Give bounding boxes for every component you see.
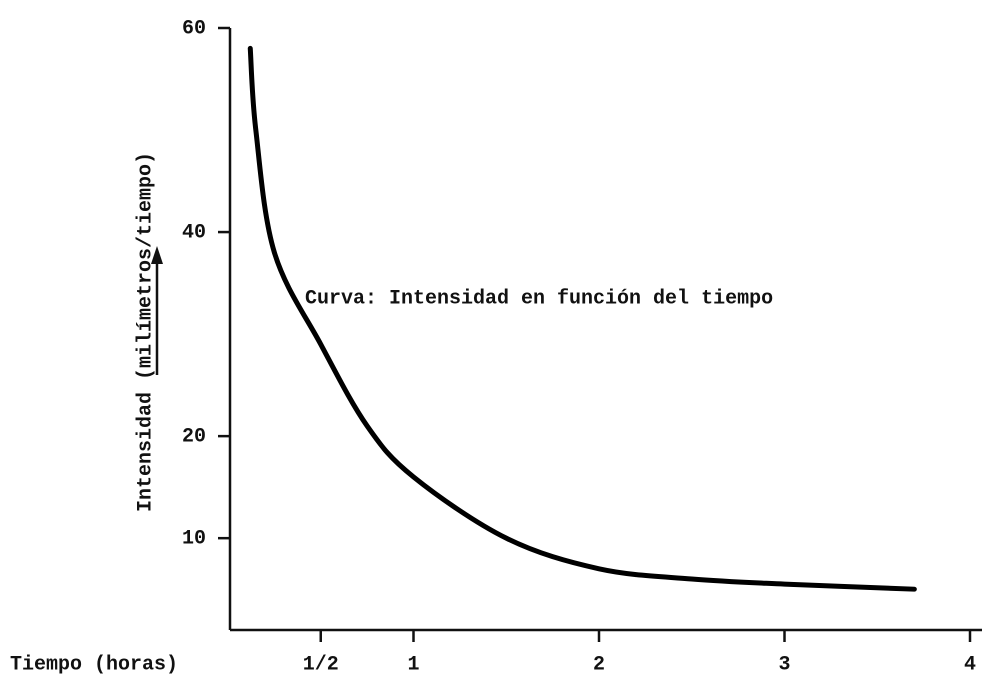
x-tick-label: 1/2 (303, 653, 339, 676)
curve (247, 45, 917, 592)
y-axis-label: Intensidad (milímetros/tiempo) (134, 152, 157, 512)
y-tick-label: 10 (182, 527, 206, 550)
y-tick-label: 40 (182, 221, 206, 244)
arrow-head (151, 246, 163, 264)
x-tick-label: 3 (778, 653, 790, 676)
x-axis-label: Tiempo (horas) (10, 653, 178, 676)
x-tick-label: 2 (593, 653, 605, 676)
annotation: Curva: Intensidad en función del tiempo (305, 287, 773, 310)
y-tick-label: 60 (182, 17, 206, 40)
x-tick-label: 1 (407, 653, 419, 676)
y-tick-label: 20 (182, 425, 206, 448)
x-tick-label: 4 (964, 653, 976, 676)
